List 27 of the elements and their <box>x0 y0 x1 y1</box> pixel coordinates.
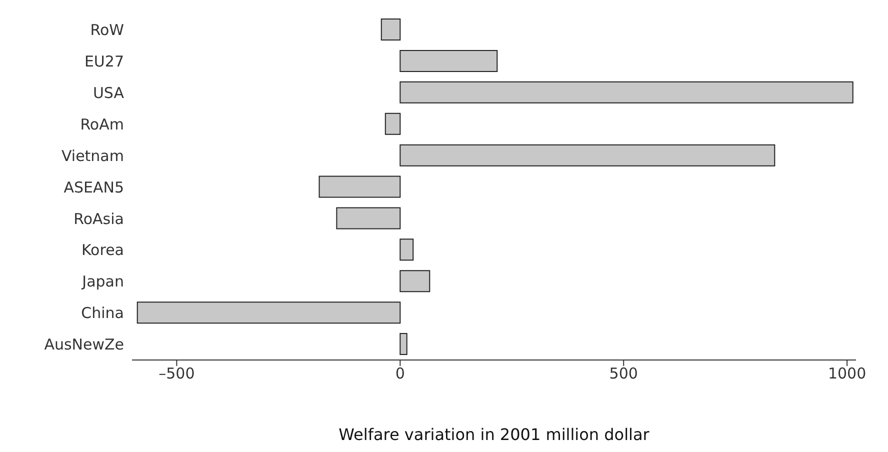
y-tick-label: RoAm <box>80 115 124 134</box>
bar <box>318 176 401 198</box>
bar <box>400 333 408 356</box>
x-tick-label: –500 <box>158 364 195 383</box>
y-tick-label: AusNewZe <box>44 336 124 354</box>
bar <box>136 302 401 324</box>
bar <box>400 270 430 292</box>
x-axis-title: Welfare variation in 2001 million dollar <box>338 425 650 444</box>
bar <box>400 238 414 261</box>
bar <box>400 81 854 104</box>
x-tick-label: 1000 <box>828 364 866 383</box>
x-tick-label: 0 <box>395 364 405 383</box>
y-tick-label: EU27 <box>84 52 124 71</box>
y-tick-label: China <box>81 304 124 322</box>
bar <box>336 207 401 230</box>
bar <box>384 112 401 135</box>
y-tick-label: Japan <box>81 272 124 291</box>
y-tick-label: Vietnam <box>61 146 124 165</box>
x-tick-label: 500 <box>609 364 638 383</box>
y-tick-label: USA <box>92 84 125 102</box>
y-tick-label: Korea <box>81 241 124 260</box>
bar <box>400 144 776 166</box>
y-tick-label: ASEAN5 <box>64 178 124 196</box>
y-tick-label: RoW <box>90 21 124 40</box>
y-tick-label: RoAsia <box>74 210 124 228</box>
bar <box>380 18 401 40</box>
bar <box>400 50 498 72</box>
